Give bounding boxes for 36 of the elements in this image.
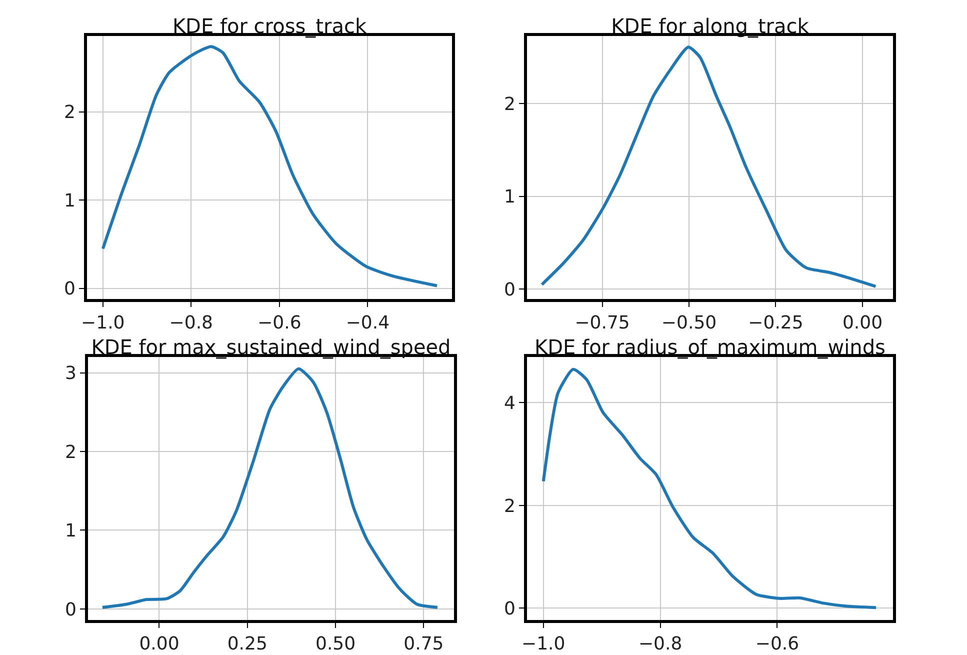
x-tick-label: −1.0 [522,634,566,655]
x-tick-label: −0.6 [258,312,302,334]
y-tick-label: 2 [64,442,76,463]
x-tick-label: 0.75 [404,634,444,655]
x-tick-label: −0.8 [638,634,682,655]
chart-title: KDE for cross_track [172,14,367,38]
line-series [101,45,438,288]
y-tick-label: 0 [504,279,516,300]
x-tick-label: −0.25 [748,312,804,334]
x-tick-label: 0.50 [315,634,356,655]
x-tick-label: −0.4 [346,312,390,334]
x-tick-label: 0.25 [227,634,268,655]
chart-title: KDE for radius_of_maximum_winds [534,335,886,359]
y-tick-label: 0 [504,598,516,620]
y-tick-label: 2 [504,94,516,115]
x-tick-label: −1.0 [81,312,125,334]
y-tick-label: 1 [504,186,516,208]
y-tick-label: 0 [64,278,76,300]
x-tick-label: 0.00 [842,312,883,334]
line-series [542,368,878,610]
chart-title: KDE for max_sustained_wind_speed [91,335,451,359]
line-series [100,367,439,609]
y-tick-label: 2 [504,496,516,517]
x-tick-label: −0.6 [755,634,800,655]
y-tick-label: 4 [504,393,516,414]
y-tick-label: 1 [64,190,76,212]
line-series [540,46,878,288]
y-tick-label: 1 [64,520,76,542]
y-tick-label: 0 [64,599,76,620]
x-tick-label: 0.00 [139,634,180,655]
chart-title: KDE for along_track [611,14,810,38]
x-tick-label: −0.75 [574,312,630,334]
x-tick-label: −0.50 [661,312,717,334]
y-tick-label: 2 [64,102,76,124]
y-tick-label: 3 [64,363,76,384]
x-tick-label: −0.8 [169,312,214,334]
